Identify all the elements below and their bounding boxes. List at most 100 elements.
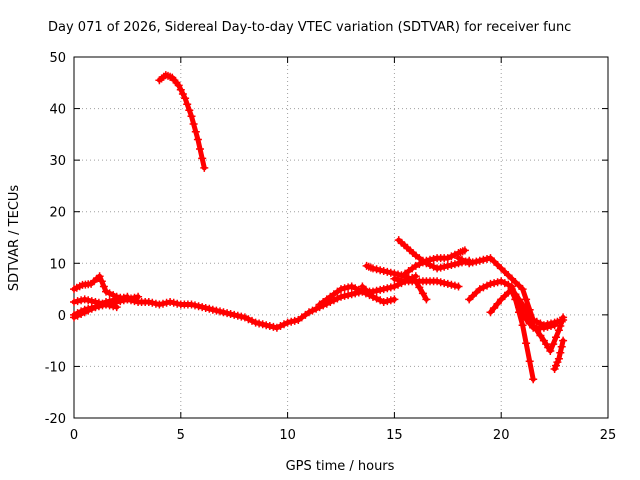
data-point xyxy=(390,282,399,291)
data-point xyxy=(80,308,89,317)
data-point xyxy=(536,331,545,340)
data-point xyxy=(497,277,506,286)
data-point xyxy=(98,299,107,308)
data-point xyxy=(475,285,484,294)
data-point xyxy=(483,281,491,290)
data-point xyxy=(185,106,194,115)
data-point xyxy=(518,310,527,319)
data-point xyxy=(191,301,199,310)
data-point xyxy=(191,127,200,136)
data-point xyxy=(394,275,402,284)
x-tick-label: 5 xyxy=(177,428,185,443)
data-point xyxy=(205,304,214,313)
data-point xyxy=(475,256,484,265)
series-track-16 xyxy=(550,336,568,373)
data-point xyxy=(73,311,82,320)
data-point xyxy=(468,258,477,267)
data-point xyxy=(486,279,495,288)
data-point xyxy=(119,293,128,302)
data-point xyxy=(450,281,459,290)
data-point xyxy=(287,317,296,326)
data-point xyxy=(262,321,271,330)
y-tick-label: 20 xyxy=(49,206,66,221)
data-point xyxy=(283,318,292,327)
data-point xyxy=(102,287,110,296)
data-point xyxy=(515,303,523,312)
data-point xyxy=(196,145,204,153)
y-tick-label: -20 xyxy=(45,412,66,427)
data-point xyxy=(550,321,559,330)
data-point xyxy=(490,279,499,288)
data-point xyxy=(269,322,278,331)
data-point xyxy=(497,264,506,273)
data-point xyxy=(87,304,96,313)
data-point xyxy=(344,283,353,292)
data-point xyxy=(240,313,249,322)
data-point xyxy=(483,255,491,263)
data-point xyxy=(460,246,469,255)
data-point xyxy=(280,320,288,329)
x-tick-label: 10 xyxy=(279,428,296,443)
data-point xyxy=(447,261,456,269)
data-point xyxy=(193,135,202,144)
data-point xyxy=(155,300,164,309)
data-point xyxy=(312,304,321,313)
data-point xyxy=(454,282,463,291)
data-point xyxy=(109,296,118,305)
data-point xyxy=(493,278,502,287)
data-point xyxy=(369,264,377,273)
data-point xyxy=(372,294,381,303)
data-point xyxy=(290,316,299,325)
data-point xyxy=(162,298,171,307)
data-point xyxy=(443,261,452,270)
data-point xyxy=(518,321,527,330)
data-point xyxy=(479,283,488,292)
data-point xyxy=(436,278,445,287)
data-point xyxy=(216,307,224,316)
data-point xyxy=(497,295,506,304)
series-track-1 xyxy=(155,71,209,172)
y-axis-label: SDTVAR / TECUs xyxy=(7,185,22,292)
data-points xyxy=(70,71,568,384)
data-point xyxy=(429,262,438,271)
data-point xyxy=(415,260,424,269)
data-point xyxy=(507,287,516,296)
data-point xyxy=(554,354,563,363)
data-point xyxy=(169,298,178,307)
data-point xyxy=(351,284,360,293)
data-point xyxy=(369,292,377,301)
x-tick-label: 15 xyxy=(386,428,403,443)
series-track-9 xyxy=(390,274,463,291)
data-point xyxy=(91,303,100,312)
data-point xyxy=(94,301,103,310)
y-tick-label: -10 xyxy=(45,360,66,375)
axis-ticks: 0 5 10 15 20 25 -20 -10 0 10 20 30 40 50 xyxy=(45,51,617,443)
x-axis-label: GPS time / hours xyxy=(286,459,395,474)
data-point xyxy=(255,319,264,328)
data-point xyxy=(379,285,388,294)
data-point xyxy=(511,295,520,304)
data-point xyxy=(226,310,235,318)
data-point xyxy=(486,254,495,263)
data-point xyxy=(361,285,370,294)
data-point xyxy=(77,296,86,305)
data-point xyxy=(418,258,427,267)
data-point xyxy=(337,292,345,301)
data-point xyxy=(272,323,281,332)
data-point xyxy=(552,333,560,342)
data-point xyxy=(461,257,470,266)
data-point xyxy=(84,306,93,315)
data-point xyxy=(376,285,385,294)
data-point xyxy=(529,375,538,384)
data-point xyxy=(559,336,568,345)
data-point xyxy=(525,319,534,328)
data-point xyxy=(187,300,196,309)
data-point xyxy=(344,291,353,300)
data-point xyxy=(134,292,143,301)
data-point xyxy=(418,289,427,298)
series-track-15 xyxy=(507,287,559,332)
data-point xyxy=(557,342,566,351)
data-point xyxy=(559,313,568,322)
data-point xyxy=(552,361,560,370)
